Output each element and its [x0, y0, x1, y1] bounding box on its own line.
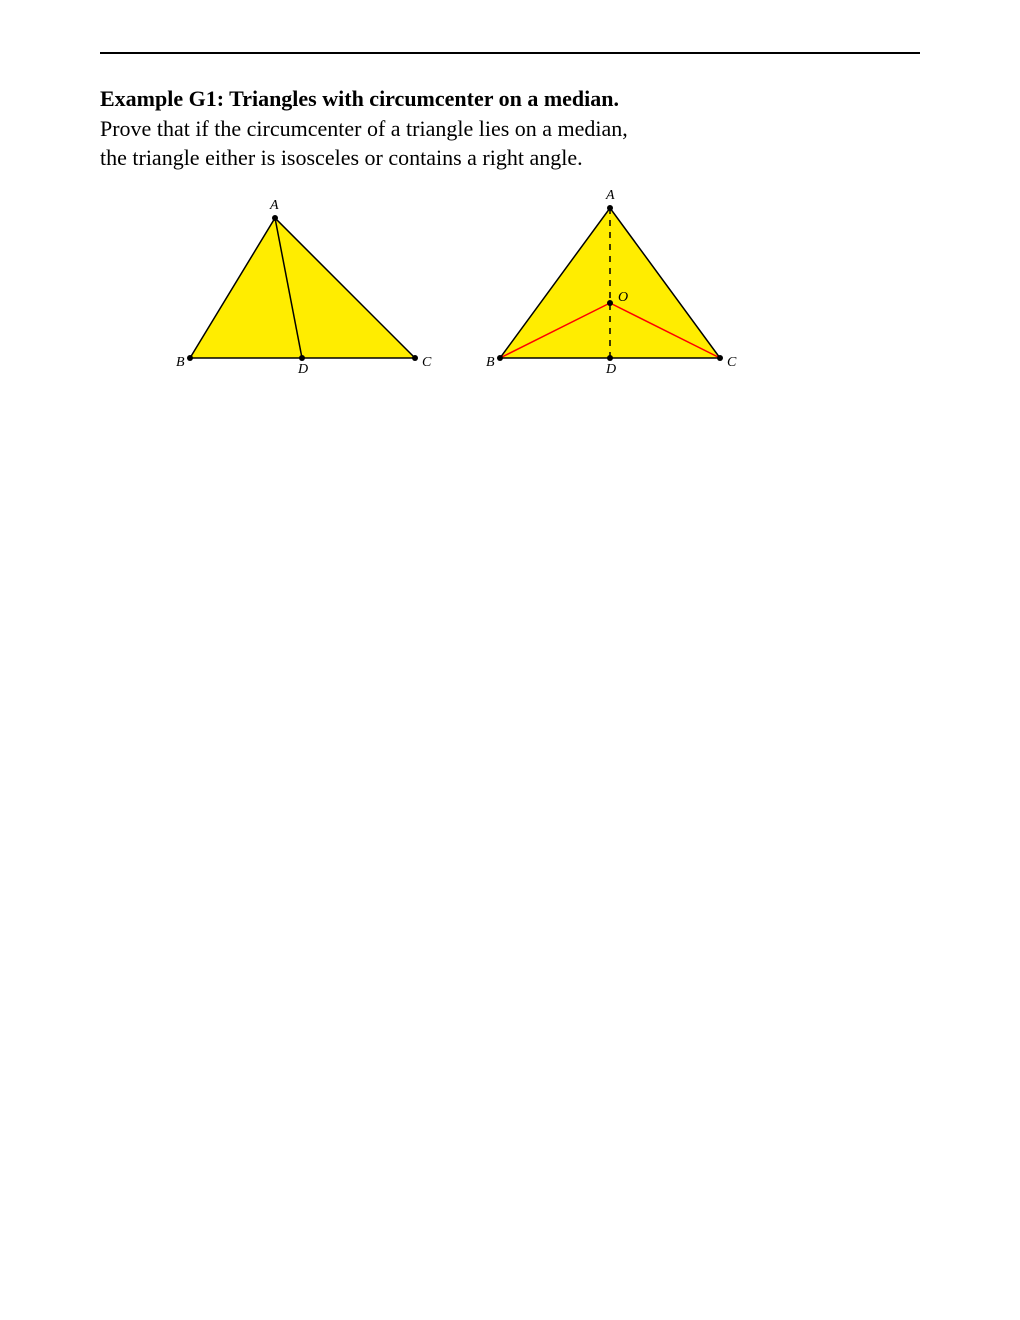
- header-rule: [100, 52, 920, 80]
- svg-text:C: C: [422, 355, 432, 370]
- svg-text:O: O: [618, 290, 628, 305]
- title-text: Example G1: Triangles with circumcenter …: [100, 86, 619, 111]
- figure-2: O A B C D: [460, 183, 760, 393]
- svg-text:B: B: [176, 355, 185, 370]
- problem-statement-line1: Prove that if the circumcenter of a tria…: [100, 114, 920, 144]
- svg-text:A: A: [269, 198, 279, 213]
- svg-text:D: D: [605, 362, 616, 377]
- svg-text:B: B: [486, 355, 495, 370]
- problem-statement-line2: the triangle either is isosceles or cont…: [100, 143, 920, 173]
- figure-1: A B C D: [100, 183, 440, 393]
- svg-text:C: C: [727, 355, 737, 370]
- example-title: Example G1: Triangles with circumcenter …: [100, 84, 920, 114]
- svg-text:D: D: [297, 362, 308, 377]
- svg-text:A: A: [605, 188, 615, 203]
- figures-row: A B C D O A B C D: [100, 183, 920, 393]
- page: 1 Example G1: Triangles with circumcente…: [0, 0, 1020, 1320]
